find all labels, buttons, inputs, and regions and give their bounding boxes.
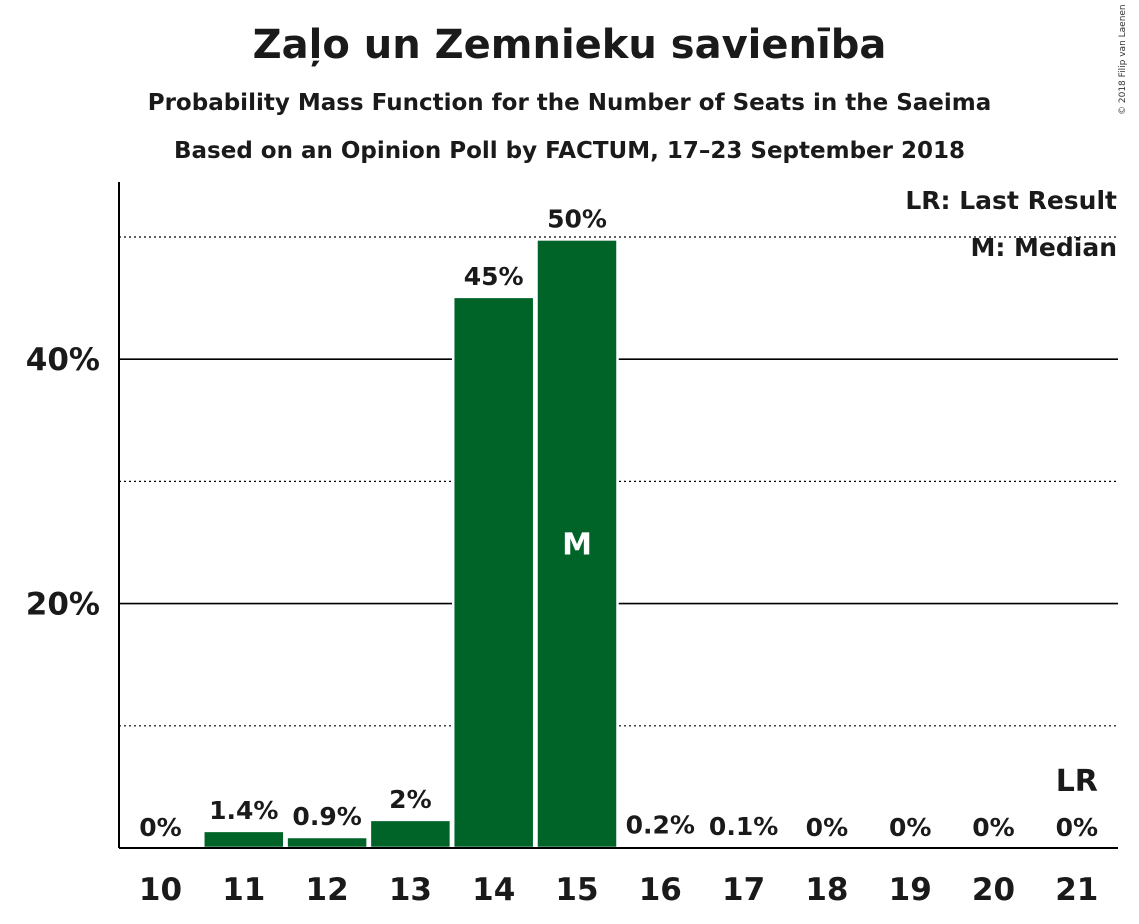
- data-label: 0%: [1056, 813, 1098, 842]
- bars: [202, 238, 786, 850]
- y-tick-label: 40%: [26, 342, 100, 378]
- x-tick-label: 20: [972, 872, 1015, 908]
- chart-subtitle: Probability Mass Function for the Number…: [147, 90, 992, 116]
- data-label: 0%: [806, 813, 848, 842]
- bar-seat-11: [202, 829, 286, 850]
- x-tick-label: 13: [389, 872, 432, 908]
- bar-seat-13: [368, 818, 453, 850]
- last-result-marker: LR: [1056, 764, 1098, 799]
- axes: [118, 182, 1118, 849]
- data-label: 0%: [889, 813, 931, 842]
- data-label: 0%: [139, 813, 181, 842]
- bar-seat-12: [285, 835, 369, 850]
- data-label: 0.2%: [626, 811, 695, 840]
- x-tick-label: 21: [1055, 872, 1098, 908]
- x-tick-label: 14: [472, 872, 515, 908]
- x-tick-label: 10: [139, 872, 182, 908]
- bar-seat-15: [535, 238, 619, 850]
- data-label: 0%: [972, 813, 1014, 842]
- legend: LR: Last Result M: Median: [905, 186, 1117, 262]
- chart-title: Zaļo un Zemnieku savienība: [252, 22, 887, 68]
- legend-entry: LR: Last Result: [905, 186, 1117, 215]
- chart-source-note: Based on an Opinion Poll by FACTUM, 17–2…: [173, 138, 966, 164]
- x-tick-label: 19: [889, 872, 932, 908]
- data-labels: 0% 1.4% 0.9% 2% 45% 50% 0.2% 0.1% 0% 0% 0% 0% M LR: [139, 204, 1098, 842]
- data-label: 50%: [547, 204, 607, 233]
- x-tick-label: 16: [639, 872, 682, 908]
- x-tick-label: 15: [555, 872, 598, 908]
- median-marker: M: [562, 528, 592, 563]
- x-tick-label: 11: [222, 872, 265, 908]
- x-tick-label: 17: [722, 872, 765, 908]
- data-label: 45%: [464, 262, 524, 291]
- x-tick-label: 12: [306, 872, 349, 908]
- tick-labels: 10 11 12 13 14 15 16 17 18 19 20 21 20% 40%: [26, 342, 1099, 908]
- data-label: 1.4%: [209, 796, 278, 825]
- data-label: 2%: [389, 785, 431, 814]
- x-tick-label: 18: [805, 872, 848, 908]
- y-tick-label: 20%: [26, 587, 100, 623]
- data-label: 0.1%: [709, 812, 778, 841]
- bar-seat-14: [451, 295, 536, 850]
- legend-entry: M: Median: [970, 233, 1117, 262]
- data-label: 0.9%: [292, 802, 361, 831]
